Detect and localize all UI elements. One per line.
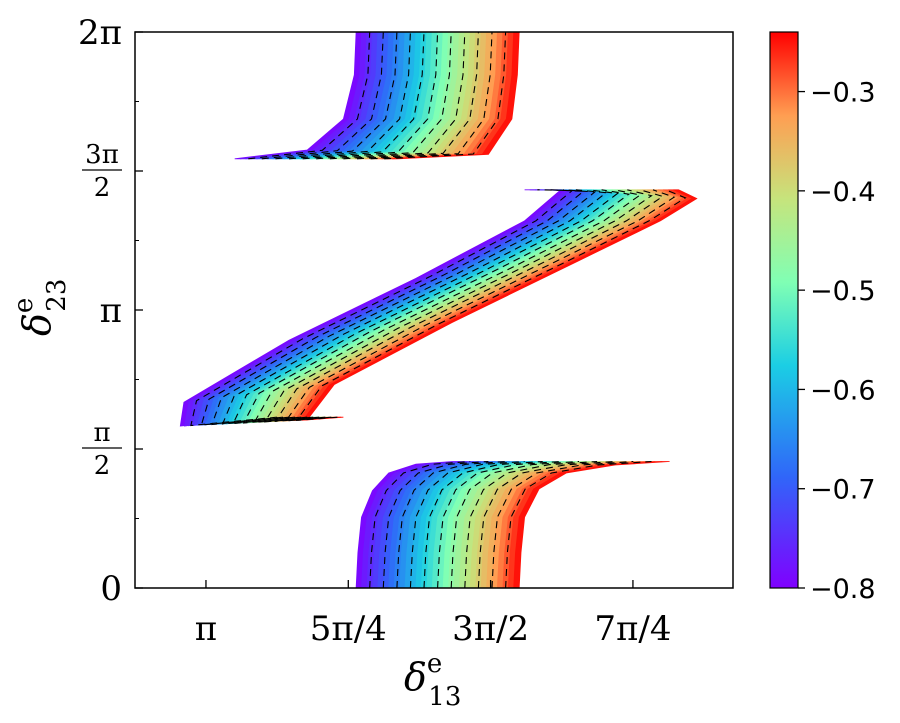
y-tick-label: 0 — [100, 569, 122, 609]
y-tick-label-denominator: 2 — [94, 173, 111, 203]
colorbar-ticks: −0.3 −0.4 −0.5 −0.6 −0.7 −0.8 — [798, 78, 876, 605]
region-0 — [355, 460, 670, 588]
colorbar — [769, 31, 799, 589]
x-axis-label: δe 13 — [404, 649, 461, 712]
region-strip — [302, 189, 698, 421]
x-tick-label: 7π/4 — [594, 609, 671, 649]
x-tick-label: π — [195, 609, 217, 649]
contour-line — [423, 460, 543, 588]
y-tick-label: π — [100, 291, 122, 331]
contour-line — [274, 189, 665, 423]
contour-line — [261, 32, 384, 160]
contour-line — [464, 460, 598, 588]
colorbar-tick-label: −0.3 — [810, 78, 876, 109]
contour-line — [263, 189, 653, 423]
contour-line — [316, 32, 439, 160]
y-tick-label-numerator: π — [93, 418, 110, 448]
y-tick-label-denominator: 2 — [94, 451, 111, 481]
colorbar-tick-label: −0.5 — [810, 276, 876, 307]
contour-line — [382, 460, 489, 588]
y-axis-label-main: δ — [15, 313, 59, 336]
x-axis-label-sub: 13 — [428, 682, 461, 712]
x-tick-label: 3π/2 — [452, 609, 529, 649]
contour-line — [232, 189, 619, 425]
x-axis-label-sup: e — [427, 649, 442, 679]
y-axis-label-sub: 23 — [42, 279, 72, 312]
contour-line — [369, 460, 471, 588]
region-strip — [392, 32, 520, 160]
x-tick-label: 5π/4 — [310, 609, 387, 649]
contour-line — [477, 460, 616, 588]
contour-line — [253, 189, 642, 424]
contour-line — [221, 189, 608, 425]
contour-line — [409, 460, 525, 588]
region-1 — [179, 189, 698, 427]
colorbar-tick-label: −0.7 — [810, 475, 876, 506]
y-tick-label-numerator: 3π — [85, 140, 119, 170]
contour-line — [288, 32, 411, 160]
x-axis: π 5π/4 3π/2 7π/4 — [195, 580, 671, 649]
y-axis-label: δe 23 — [9, 279, 72, 336]
contour-line — [248, 32, 371, 160]
y-tick-label: 2π — [78, 13, 122, 53]
colorbar-tick-label: −0.6 — [810, 375, 876, 406]
contour-line — [284, 189, 676, 422]
colorbar-tick-label: −0.8 — [810, 574, 876, 605]
contour-line — [275, 32, 398, 160]
contour-line — [384, 32, 507, 160]
contour-line — [505, 460, 652, 588]
colorbar-tick-label: −0.4 — [810, 177, 876, 208]
plot-regions — [179, 32, 698, 588]
contour-line — [302, 32, 425, 160]
region-strip — [513, 461, 670, 588]
contour-line — [200, 189, 585, 426]
x-axis-label-main: δ — [404, 655, 427, 699]
contour-line — [329, 32, 452, 160]
contour-line — [242, 189, 631, 424]
contour-line — [211, 189, 597, 426]
region-2 — [234, 32, 520, 160]
contour-line — [450, 460, 580, 588]
y-axis-label-sup: e — [9, 298, 39, 313]
contour-line — [190, 189, 574, 427]
contour-line — [295, 189, 687, 422]
contour-line — [396, 460, 507, 588]
contour-line — [437, 460, 561, 588]
contour-line — [491, 460, 634, 588]
